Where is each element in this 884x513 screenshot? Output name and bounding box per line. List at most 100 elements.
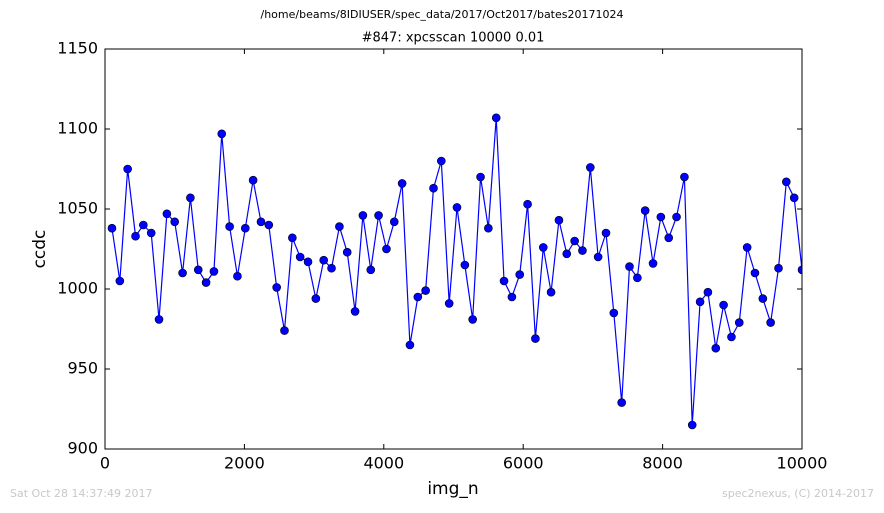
data-point xyxy=(687,420,697,430)
data-point xyxy=(499,276,509,286)
data-point xyxy=(146,228,156,238)
data-point xyxy=(523,199,532,209)
data-point xyxy=(389,217,399,227)
data-point xyxy=(593,252,603,262)
x-axis-label: img_n xyxy=(427,479,478,499)
data-point xyxy=(797,265,802,275)
y-tick-label: 1050 xyxy=(57,199,98,218)
data-point xyxy=(538,243,548,252)
x-tick-label: 4000 xyxy=(363,454,404,473)
x-tick-label: 0 xyxy=(100,454,110,473)
data-point xyxy=(609,308,619,318)
data-point xyxy=(319,255,329,265)
data-point xyxy=(193,265,203,275)
data-point xyxy=(131,231,140,241)
data-point xyxy=(625,262,634,271)
data-point xyxy=(413,292,423,302)
data-point xyxy=(123,164,132,174)
x-tick-label: 8000 xyxy=(642,454,683,473)
data-point xyxy=(311,294,321,303)
data-point xyxy=(531,334,540,343)
data-point xyxy=(789,193,799,203)
data-point xyxy=(201,278,211,287)
data-point xyxy=(256,217,266,227)
data-point xyxy=(186,193,195,203)
data-point xyxy=(586,163,595,172)
data-point xyxy=(742,243,752,252)
data-point xyxy=(335,222,344,231)
y-tick-label: 950 xyxy=(67,359,98,378)
data-point xyxy=(734,318,744,327)
data-point xyxy=(476,172,485,182)
chart-title: #847: xpcsscan 10000 0.01 xyxy=(362,31,545,46)
data-point xyxy=(342,247,352,257)
y-tick-label: 1150 xyxy=(57,39,98,58)
data-point xyxy=(766,318,775,327)
data-point xyxy=(507,292,517,302)
data-point xyxy=(570,236,579,246)
data-point xyxy=(162,209,172,219)
data-point xyxy=(350,307,360,316)
data-point xyxy=(280,326,289,335)
data-point xyxy=(397,179,407,188)
data-point xyxy=(374,211,383,220)
data-point xyxy=(444,299,454,308)
data-point xyxy=(680,172,689,182)
data-point xyxy=(437,156,446,166)
data-point xyxy=(233,271,242,281)
data-point xyxy=(217,129,227,139)
series-group xyxy=(107,113,802,430)
data-point xyxy=(115,276,125,286)
data-point xyxy=(107,223,117,233)
data-point xyxy=(601,228,611,238)
data-point xyxy=(484,223,493,233)
data-point xyxy=(366,265,376,275)
data-point xyxy=(468,315,477,324)
data-point xyxy=(664,233,674,243)
data-point xyxy=(421,286,430,295)
data-point xyxy=(139,220,148,230)
data-point xyxy=(648,259,658,268)
data-point xyxy=(264,220,274,230)
timestamp: Sat Oct 28 14:37:49 2017 xyxy=(10,487,152,500)
data-point xyxy=(405,340,415,350)
data-point xyxy=(154,315,164,324)
data-point xyxy=(711,343,721,353)
x-tick-label: 10000 xyxy=(777,454,828,473)
y-axis-label: ccdc xyxy=(30,230,50,269)
data-point xyxy=(656,212,666,222)
data-point xyxy=(633,273,642,283)
y-tick-label: 1100 xyxy=(57,119,98,138)
data-point xyxy=(719,300,728,310)
data-point xyxy=(429,183,438,193)
data-point xyxy=(178,268,187,278)
data-point xyxy=(241,223,250,233)
data-point xyxy=(452,203,462,212)
data-point xyxy=(758,294,768,303)
data-point xyxy=(562,249,572,259)
data-point xyxy=(782,177,791,187)
data-point xyxy=(272,283,281,292)
data-point xyxy=(672,212,681,222)
plot-frame xyxy=(104,48,803,450)
y-tick-label: 1000 xyxy=(57,279,98,298)
data-point xyxy=(703,287,713,297)
data-point xyxy=(695,297,705,307)
data-point xyxy=(295,252,305,262)
data-point xyxy=(288,233,297,243)
credit: spec2nexus, (C) 2014-2017 xyxy=(722,487,874,500)
data-point xyxy=(515,270,525,279)
data-point xyxy=(327,263,336,273)
data-point xyxy=(578,246,587,255)
data-point xyxy=(225,222,234,231)
data-point xyxy=(617,398,626,407)
data-point xyxy=(546,287,556,297)
data-point xyxy=(554,215,564,225)
file-path: /home/beams/8IDIUSER/spec_data/2017/Oct2… xyxy=(261,8,624,21)
data-point xyxy=(209,267,219,276)
data-point xyxy=(774,263,783,273)
x-tick-label: 6000 xyxy=(503,454,544,473)
data-point xyxy=(248,175,258,185)
data-point xyxy=(727,332,736,342)
